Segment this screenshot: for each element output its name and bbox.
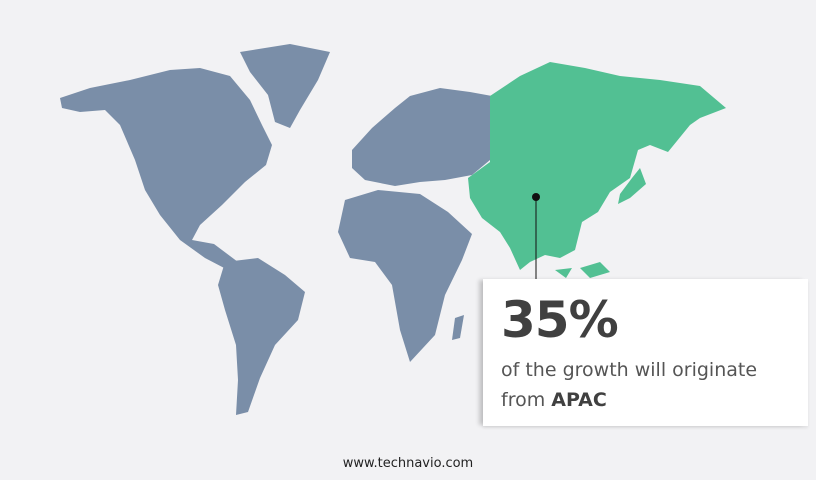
- greenland: [240, 44, 330, 128]
- pointer-dot: [532, 193, 540, 201]
- callout-region: APAC: [551, 389, 607, 411]
- japan: [618, 168, 646, 204]
- islands: [555, 262, 610, 278]
- apac-region: [468, 62, 726, 270]
- south-america: [218, 258, 305, 415]
- growth-percentage: 35%: [501, 291, 619, 349]
- callout-card: 35% of the growth will originate from AP…: [483, 279, 808, 426]
- europe: [352, 88, 492, 186]
- callout-description: of the growth will originate from APAC: [501, 355, 801, 415]
- africa: [338, 190, 472, 362]
- footer-site: www.technavio.com: [342, 456, 474, 471]
- north-america: [60, 68, 272, 270]
- callout-text: of the growth will originate from: [501, 359, 758, 411]
- madagascar: [452, 315, 464, 340]
